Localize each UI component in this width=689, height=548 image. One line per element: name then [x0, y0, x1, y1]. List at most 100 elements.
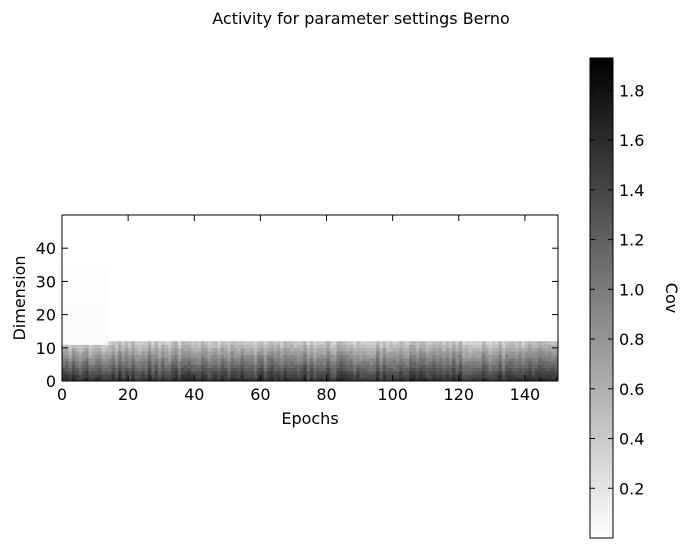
heatmap-cell	[548, 364, 552, 369]
heatmap-cell	[187, 341, 192, 345]
heatmap-cell	[118, 351, 122, 355]
heatmap-cell	[71, 341, 76, 345]
heatmap-cell	[323, 351, 327, 355]
heatmap-cell	[438, 361, 443, 365]
heatmap-cell	[78, 304, 83, 309]
heatmap-cell	[333, 354, 337, 359]
heatmap-cell	[445, 341, 450, 345]
heatmap-cell	[88, 294, 93, 299]
heatmap-cell	[534, 367, 539, 372]
heatmap-cell	[541, 357, 546, 362]
heatmap-cell	[247, 341, 251, 345]
heatmap-cell	[468, 351, 473, 355]
heatmap-cell	[101, 294, 106, 299]
heatmap-cell	[65, 367, 70, 372]
heatmap-cell	[75, 367, 79, 372]
heatmap-cell	[75, 344, 79, 349]
heatmap-cell	[85, 321, 89, 325]
heatmap-cell	[85, 281, 89, 286]
heatmap-cell	[91, 327, 96, 332]
heatmap-cell	[478, 351, 483, 355]
heatmap-cell	[141, 367, 146, 372]
heatmap-cell	[409, 377, 413, 382]
heatmap-cell	[88, 327, 93, 332]
heatmap-cell	[382, 354, 387, 359]
heatmap-cell	[71, 301, 76, 306]
heatmap-cell	[352, 361, 357, 365]
heatmap-cell	[62, 264, 66, 269]
heatmap-cell	[541, 364, 546, 369]
heatmap-cell	[118, 347, 122, 352]
heatmap-cell	[435, 344, 440, 349]
heatmap-cell	[425, 341, 430, 345]
heatmap-cell	[214, 377, 218, 382]
heatmap-cell	[220, 354, 225, 359]
heatmap-cell	[81, 334, 86, 339]
heatmap-cell	[174, 367, 179, 372]
heatmap-cell	[362, 361, 367, 365]
heatmap-cell	[478, 371, 483, 375]
heatmap-cell	[313, 347, 318, 352]
x-tick-label: 100	[377, 385, 408, 404]
heatmap-cell	[372, 344, 377, 349]
heatmap-cell	[438, 351, 443, 355]
heatmap-cell	[197, 357, 202, 362]
heatmap-cell	[197, 354, 202, 359]
heatmap-cell	[197, 344, 202, 349]
heatmap-cell	[524, 344, 529, 349]
heatmap-cell	[534, 341, 539, 345]
heatmap-cell	[280, 377, 284, 382]
heatmap-cell	[101, 324, 106, 329]
heatmap-cell	[283, 374, 288, 379]
heatmap-cell	[339, 364, 344, 369]
heatmap-cell	[369, 344, 374, 349]
heatmap-cell	[95, 304, 99, 309]
heatmap-cell	[128, 364, 132, 369]
heatmap-cell	[389, 367, 394, 372]
heatmap-cell	[98, 324, 103, 329]
heatmap-cell	[101, 357, 106, 362]
heatmap-cell	[405, 351, 410, 355]
heatmap-cell	[270, 341, 275, 345]
heatmap-cell	[366, 354, 370, 359]
heatmap-cell	[352, 354, 357, 359]
heatmap-cell	[415, 374, 420, 379]
heatmap-cell	[376, 351, 380, 355]
heatmap-cell	[405, 361, 410, 365]
heatmap-cell	[75, 361, 79, 365]
heatmap-cell	[181, 344, 185, 349]
heatmap-cell	[121, 374, 126, 379]
heatmap-cell	[296, 364, 301, 369]
heatmap-cell	[237, 341, 241, 345]
heatmap-cell	[538, 377, 542, 382]
heatmap-cell	[346, 364, 351, 369]
heatmap-cell	[429, 347, 433, 352]
heatmap-cell	[184, 354, 189, 359]
heatmap-cell	[280, 371, 284, 375]
heatmap-cell	[131, 351, 136, 355]
heatmap-cell	[207, 364, 212, 369]
heatmap-cell	[306, 341, 311, 345]
heatmap-cell	[243, 364, 248, 369]
heatmap-cell	[98, 307, 103, 312]
heatmap-cell	[230, 344, 235, 349]
heatmap-cell	[65, 371, 70, 375]
heatmap-cell	[101, 288, 106, 292]
heatmap-cell	[147, 374, 152, 379]
heatmap-cell	[386, 357, 390, 362]
heatmap-cell	[167, 367, 172, 372]
heatmap-cell	[551, 361, 556, 365]
heatmap-cell	[98, 361, 103, 365]
heatmap-cell	[455, 364, 460, 369]
heatmap-cell	[177, 344, 182, 349]
heatmap-cell	[104, 364, 109, 369]
heatmap-cell	[306, 351, 311, 355]
heatmap-cell	[104, 298, 109, 302]
heatmap-cell	[88, 324, 93, 329]
heatmap-cell	[349, 357, 354, 362]
heatmap-cell	[194, 371, 198, 375]
heatmap-cell	[161, 361, 165, 365]
heatmap-cell	[313, 341, 318, 345]
heatmap-cell	[101, 281, 106, 286]
heatmap-cell	[270, 354, 275, 359]
